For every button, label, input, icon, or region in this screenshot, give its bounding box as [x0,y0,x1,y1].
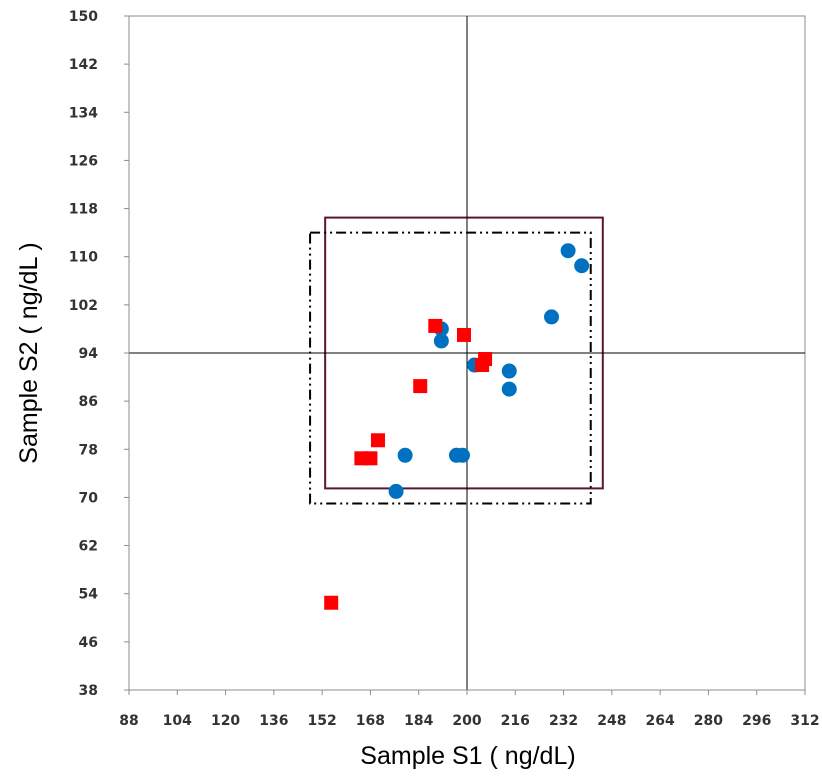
x-tick-label: 312 [790,713,819,729]
data-point-circle [501,363,517,379]
y-tick-label: 102 [69,298,98,314]
y-tick-label: 110 [69,250,98,266]
y-tick-label: 54 [79,587,99,603]
y-tick-label: 126 [69,153,98,169]
data-point-square [475,358,490,373]
y-tick-label: 86 [79,394,98,410]
y-tick-label: 118 [69,202,98,218]
data-point-circle [501,381,517,397]
data-point-circle [433,333,449,349]
data-point-circle [574,258,590,274]
y-tick-label: 78 [79,442,98,458]
data-point-square [324,595,339,610]
y-tick-label: 62 [79,539,98,555]
data-point-square [413,379,428,394]
y-tick-label: 134 [69,105,98,121]
x-tick-label: 200 [452,713,481,729]
x-tick-label: 184 [404,713,433,729]
x-tick-label: 248 [597,713,626,729]
x-tick-label: 280 [694,713,723,729]
data-point-square [370,433,385,448]
y-tick-label: 70 [79,490,99,506]
data-point-square [456,327,471,342]
x-tick-label: 104 [163,713,192,729]
x-tick-label: 120 [211,713,240,729]
y-tick-label: 150 [69,9,98,25]
data-point-circle [544,309,559,325]
data-point-square [428,318,443,333]
y-tick-label: 46 [79,635,98,651]
y-axis-title: Sample S2 ( ng/dL ) [15,242,43,463]
data-point-square [363,451,378,466]
data-point-circle [397,447,413,463]
x-tick-label: 216 [501,713,530,729]
x-tick-label: 88 [119,713,138,729]
y-tick-label: 38 [79,683,98,699]
x-tick-label: 152 [308,713,337,729]
data-point-circle [454,447,470,463]
y-tick-label: 142 [69,57,98,73]
x-tick-label: 232 [549,713,578,729]
x-tick-label: 168 [356,713,385,729]
y-tick-label: 94 [79,346,99,362]
x-tick-label: 136 [259,713,288,729]
x-tick-label: 264 [646,713,675,729]
data-point-circle [388,483,404,499]
data-point-circle [560,243,576,259]
x-axis-title: Sample S1 ( ng/dL) [360,742,575,770]
x-tick-label: 296 [742,713,771,729]
dash-dot-limit-box [309,231,592,505]
